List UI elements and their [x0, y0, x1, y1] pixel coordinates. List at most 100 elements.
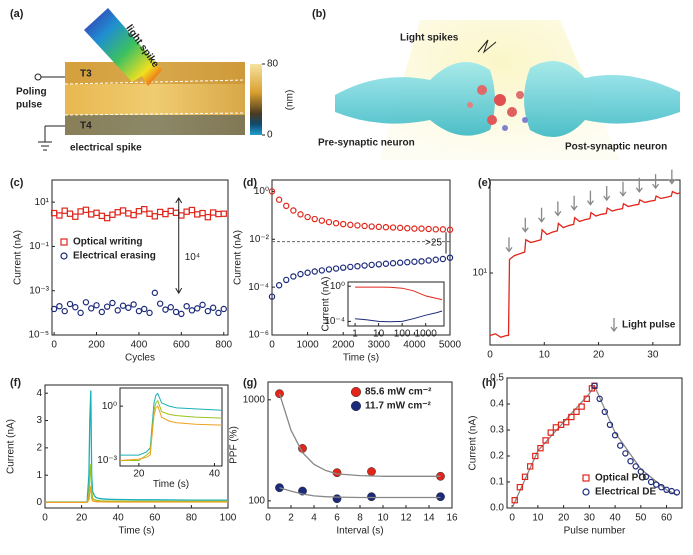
marker: [114, 209, 121, 216]
marker: [199, 209, 206, 217]
x-tick-label: 60: [661, 513, 673, 524]
marker: [436, 492, 445, 502]
marker: [172, 308, 180, 316]
y-tick-label: 0.5: [490, 373, 504, 384]
legend-label: Optical writing: [73, 237, 142, 248]
marker: [268, 293, 276, 300]
series-line: [119, 405, 223, 461]
legend-label: Light pulse: [622, 320, 676, 331]
marker: [382, 260, 390, 267]
marker: [82, 206, 90, 214]
plot-frame: [271, 179, 451, 336]
plot-frame: [44, 384, 229, 509]
marker: [151, 213, 159, 220]
marker: [396, 259, 404, 266]
marker: [56, 212, 63, 219]
y-tick-label: 10⁻¹: [29, 241, 49, 252]
marker: [622, 450, 629, 457]
vesicles: [467, 85, 528, 131]
pre-neuron: [335, 62, 495, 136]
marker: [98, 212, 106, 220]
marker: [77, 208, 84, 215]
x-tick-label: 16: [446, 513, 458, 524]
poling-label: Poling: [16, 87, 47, 98]
legend-label: Optical PO: [595, 473, 646, 484]
x-axis-label: Time (s): [343, 353, 379, 364]
post-label: Post-synaptic neuron: [565, 142, 667, 153]
pulse-arrow: [586, 190, 594, 206]
marker: [568, 413, 575, 421]
y-axis-label: Current (nA): [468, 415, 479, 470]
light-spikes-label: Light spikes: [400, 33, 459, 44]
marker: [368, 223, 375, 230]
panel-a: (a) light spike T3 T4 Poling pulse elect…: [10, 8, 296, 154]
marker: [354, 262, 361, 270]
marker: [404, 225, 411, 232]
marker: [318, 217, 326, 224]
marker: [404, 259, 411, 266]
marker: [425, 225, 432, 233]
marker: [617, 442, 624, 449]
x-tick-label: 1000: [296, 340, 319, 351]
legend-label: 11.7 mW cm⁻²: [365, 401, 432, 412]
marker: [183, 208, 190, 215]
series-line: [355, 310, 443, 323]
marker: [375, 261, 382, 268]
x-tick-label: 20: [558, 513, 570, 524]
pulse-arrow: [554, 201, 562, 217]
marker: [194, 305, 201, 312]
y-axis-label: Current (nA): [233, 230, 244, 285]
marker: [66, 210, 74, 217]
marker: [56, 302, 63, 310]
y-tick-label: 10⁻⁴: [248, 282, 269, 293]
x-tick-label: 0: [265, 513, 271, 524]
x-tick-label: 8: [357, 513, 363, 524]
inset: 20 40 10⁰ 10⁻³ Time (s): [97, 387, 223, 490]
marker: [642, 473, 650, 480]
colorbar-tick-label: 0: [267, 130, 273, 141]
marker: [537, 445, 544, 452]
marker: [82, 299, 90, 306]
marker: [389, 260, 397, 267]
annotation: >25: [425, 238, 442, 249]
y-tick-label: 0.0: [490, 503, 504, 514]
annotation: 10⁴: [185, 252, 200, 263]
x-tick-label: 200: [88, 340, 105, 351]
marker: [151, 289, 159, 297]
series-line: [279, 487, 441, 499]
marker: [130, 211, 137, 219]
marker: [66, 300, 74, 308]
marker: [367, 467, 376, 476]
pulse-arrow: [603, 185, 611, 202]
marker: [637, 468, 645, 475]
marker: [125, 304, 132, 311]
plot-frame: [489, 179, 681, 346]
series-line: [278, 393, 441, 477]
series-line: [355, 286, 443, 301]
legend-label: 85.6 mW cm⁻²: [365, 387, 432, 398]
marker: [532, 452, 539, 460]
x-tick-label: 4000: [403, 340, 426, 351]
x-tick-label: 0: [51, 340, 57, 351]
panel-label: (g): [243, 377, 257, 389]
legend-arrow: [610, 318, 618, 333]
pulse-arrow: [635, 177, 643, 193]
y-tick-label: 10⁻⁴: [324, 316, 345, 327]
plot-frame: [119, 387, 223, 467]
colorbar: [250, 64, 262, 135]
marker: [61, 207, 68, 214]
marker: [172, 209, 180, 217]
pulse-arrow: [570, 195, 578, 211]
series-line: [120, 392, 223, 456]
y-tick-label: 10⁻³: [29, 285, 49, 296]
marker: [627, 458, 634, 465]
y-tick-label: 4: [36, 388, 42, 399]
marker: [601, 408, 608, 415]
post-neuron: [524, 60, 680, 138]
y-tick-label: 10⁰: [330, 281, 345, 292]
marker: [411, 258, 418, 265]
x-tick-label: 3000: [368, 340, 391, 351]
panel-label: (f): [10, 377, 21, 389]
x-tick-label: 2000: [332, 340, 355, 351]
marker: [135, 307, 143, 315]
